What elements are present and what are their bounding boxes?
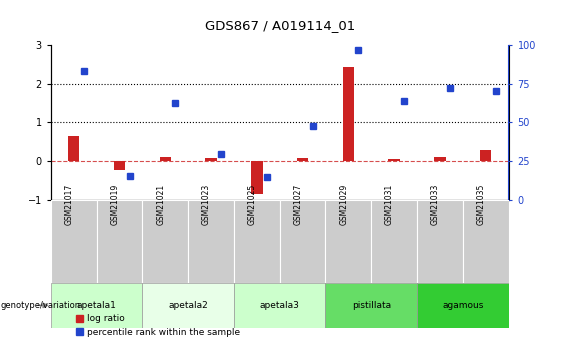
Text: GSM21023: GSM21023 [202,184,211,225]
Bar [417,283,508,328]
Text: GSM21029: GSM21029 [340,184,348,225]
Bar [188,200,234,283]
Bar [68,136,80,161]
Bar [205,158,217,161]
Bar [114,161,125,170]
Text: GDS867 / A019114_01: GDS867 / A019114_01 [205,19,355,32]
Text: pistillata: pistillata [351,301,391,310]
Bar [51,283,142,328]
Bar [251,161,263,194]
Bar [480,150,492,161]
Bar [234,283,325,328]
Text: GSM21027: GSM21027 [294,184,303,225]
Bar [434,157,446,161]
Text: GSM21021: GSM21021 [157,184,165,225]
Bar [463,200,508,283]
Bar [142,283,234,328]
Text: GSM21031: GSM21031 [385,184,394,225]
Bar [280,200,325,283]
Text: apetala1: apetala1 [77,301,116,310]
Text: apetala3: apetala3 [260,301,299,310]
Bar [97,200,142,283]
Text: GSM21019: GSM21019 [111,184,120,225]
Text: GSM21025: GSM21025 [248,184,257,225]
Bar [342,67,354,161]
Bar [325,200,371,283]
Bar [142,200,188,283]
Bar [388,159,400,161]
Text: apetala2: apetala2 [168,301,208,310]
Bar [234,200,280,283]
Bar [297,158,308,161]
Bar [51,200,97,283]
Text: GSM21035: GSM21035 [477,184,486,225]
Bar [159,157,171,161]
Bar [325,283,417,328]
Bar [417,200,463,283]
Text: agamous: agamous [442,301,484,310]
Bar [371,200,417,283]
Text: GSM21017: GSM21017 [65,184,73,225]
Legend: log ratio, percentile rank within the sample: log ratio, percentile rank within the sa… [72,311,244,341]
Text: genotype/variation: genotype/variation [1,301,81,310]
Text: GSM21033: GSM21033 [431,184,440,225]
